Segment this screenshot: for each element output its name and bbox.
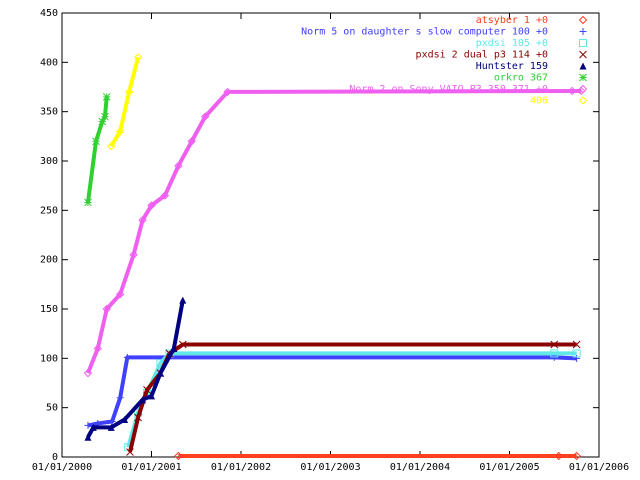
data-point xyxy=(550,349,559,358)
series-line xyxy=(126,351,577,448)
data-point xyxy=(93,344,103,353)
data-point xyxy=(116,394,124,402)
y-tick-label: 150 xyxy=(40,304,58,315)
x-tick-label: 01/01/2001 xyxy=(121,462,181,473)
data-point xyxy=(124,87,134,97)
data-point xyxy=(223,87,232,97)
data-point xyxy=(174,451,183,461)
data-point xyxy=(102,93,111,101)
legend-symbol xyxy=(579,50,587,59)
legend-symbol xyxy=(578,96,588,105)
legend-symbol xyxy=(579,39,587,47)
data-point xyxy=(84,433,92,441)
y-tick-label: 50 xyxy=(46,403,58,414)
data-point xyxy=(179,296,187,304)
legend-symbol xyxy=(579,28,587,35)
data-point xyxy=(147,201,156,210)
data-point xyxy=(133,53,143,62)
y-tick-label: 0 xyxy=(52,452,58,463)
legend-symbol xyxy=(579,62,587,70)
data-point xyxy=(573,354,581,362)
data-point xyxy=(554,451,563,461)
data-point xyxy=(572,340,581,349)
legend-symbol xyxy=(578,84,588,94)
y-tick-label: 300 xyxy=(40,156,58,167)
data-point xyxy=(121,416,129,424)
legend-symbol xyxy=(579,73,587,82)
x-tick-label: 01/01/2002 xyxy=(211,462,271,473)
data-point xyxy=(187,137,196,146)
x-tick-label: 01/01/2000 xyxy=(32,462,92,473)
data-point xyxy=(178,340,187,349)
data-point xyxy=(98,117,107,126)
data-point xyxy=(139,396,147,404)
data-point xyxy=(92,137,100,146)
data-point xyxy=(170,344,178,352)
data-point xyxy=(143,386,151,394)
x-tick-label: 01/01/2003 xyxy=(300,462,360,473)
data-point xyxy=(115,289,125,299)
legend-label: 406 xyxy=(530,96,548,107)
data-point xyxy=(83,368,93,378)
data-point xyxy=(174,161,183,171)
data-point xyxy=(108,417,116,425)
y-tick-label: 350 xyxy=(40,107,58,118)
legend-symbol xyxy=(578,15,588,25)
data-point xyxy=(572,349,581,358)
legend-label: orkro 367 xyxy=(494,73,548,84)
y-tick-label: 400 xyxy=(40,57,58,68)
y-tick-label: 200 xyxy=(40,255,58,266)
data-point xyxy=(148,392,155,400)
series-line xyxy=(128,342,577,453)
data-point xyxy=(134,413,142,422)
x-tick-label: 01/01/2004 xyxy=(390,462,450,473)
data-point xyxy=(115,127,125,136)
data-point xyxy=(572,451,581,461)
legend-label: Norm 5 on daughter s slow computer 100 +… xyxy=(301,27,548,38)
data-point xyxy=(101,112,109,121)
legend-label: atsyber 1 +0 xyxy=(476,15,548,26)
data-point xyxy=(200,112,210,121)
data-point xyxy=(107,423,115,431)
legend-label: pxdsi 2 dual p3 114 +0 xyxy=(416,50,548,61)
x-tick-label: 01/01/2005 xyxy=(479,462,539,473)
data-point xyxy=(129,250,138,259)
data-point xyxy=(576,86,586,96)
y-tick-label: 250 xyxy=(40,205,58,216)
data-point xyxy=(84,198,92,207)
legend-label: pxdsi 105 +0 xyxy=(476,38,548,49)
data-point xyxy=(160,191,170,200)
legend-label: Norm 2 on Sony VAIO P3 350 371 +0 xyxy=(349,84,548,95)
data-point xyxy=(89,423,97,431)
y-tick-label: 100 xyxy=(40,353,58,364)
data-point xyxy=(102,304,111,314)
series-line xyxy=(109,56,141,148)
series-line xyxy=(86,88,582,374)
data-point xyxy=(123,353,131,361)
data-point xyxy=(126,448,134,456)
data-point xyxy=(107,141,116,151)
legend-label: Huntster 159 xyxy=(476,61,548,72)
data-point xyxy=(567,86,577,96)
y-tick-label: 450 xyxy=(40,8,58,19)
data-point xyxy=(138,215,147,225)
data-point xyxy=(84,421,92,429)
data-point xyxy=(156,369,164,377)
series-line xyxy=(85,96,109,203)
data-point xyxy=(550,340,559,349)
x-tick-label: 01/01/2006 xyxy=(569,462,629,473)
